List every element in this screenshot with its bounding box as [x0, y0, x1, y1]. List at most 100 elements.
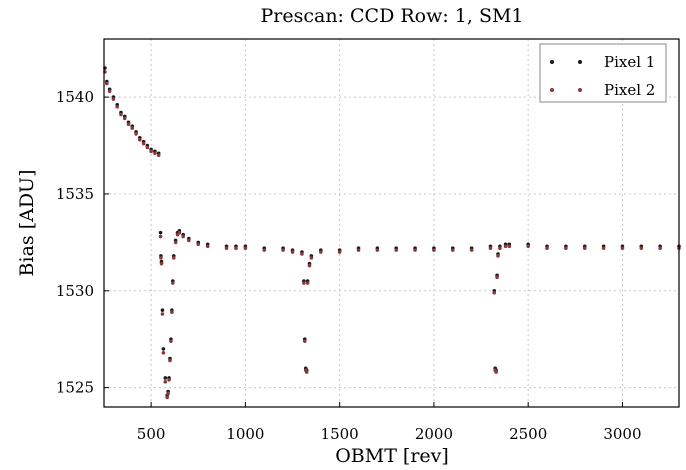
data-point: [432, 248, 436, 252]
data-point: [526, 244, 530, 249]
y-axis-ticks: 1525 1530 1535 1540: [56, 88, 109, 397]
y-tick-label: 1525: [56, 379, 94, 397]
data-point: [168, 358, 172, 363]
x-axis-ticks: 500 1000 1500 2000 2500 3000: [137, 402, 642, 443]
data-point: [413, 248, 417, 252]
data-point: [496, 254, 500, 258]
data-point: [161, 350, 166, 355]
data-point: [138, 137, 142, 142]
data-point: [159, 256, 163, 260]
data-point: [159, 261, 164, 266]
legend-label: Pixel 2: [604, 81, 655, 99]
series-1: [103, 66, 681, 398]
x-tick-label: 1500: [321, 425, 359, 443]
legend-marker: [550, 88, 554, 92]
data-point: [167, 378, 171, 382]
data-point: [304, 370, 309, 374]
legend-marker: [550, 60, 554, 64]
data-point: [119, 112, 123, 117]
data-point: [545, 246, 549, 250]
data-point: [601, 246, 606, 250]
data-point: [111, 97, 116, 101]
data-point: [134, 132, 138, 136]
y-tick-label: 1535: [56, 185, 94, 203]
legend: Pixel 1 Pixel 2: [539, 43, 667, 103]
data-point: [130, 126, 135, 130]
data-point: [469, 248, 474, 252]
data-point: [187, 238, 191, 243]
data-point: [564, 246, 568, 250]
data-point: [196, 242, 201, 247]
y-axis-label: Bias [ADU]: [16, 170, 38, 277]
data-point: [158, 234, 163, 239]
x-tick-label: 1000: [226, 425, 264, 443]
y-tick-label: 1540: [56, 88, 94, 106]
data-point: [582, 246, 587, 250]
data-point: [394, 248, 399, 252]
data-point: [492, 290, 497, 295]
data-point: [507, 244, 512, 249]
data-point: [488, 246, 493, 250]
chart-title: Prescan: CCD Row: 1, SM1: [260, 5, 523, 27]
x-tick-label: 2000: [415, 425, 453, 443]
data-point: [450, 248, 455, 252]
data-point: [170, 310, 174, 314]
data-point: [158, 230, 163, 235]
data-point: [495, 275, 499, 280]
data-point: [620, 246, 625, 250]
data-point: [309, 256, 314, 260]
data-point: [149, 149, 153, 154]
x-tick-label: 3000: [603, 425, 641, 443]
data-point: [107, 89, 112, 94]
data-point: [145, 145, 150, 150]
data-point: [165, 395, 169, 400]
data-point: [494, 370, 498, 374]
data-point: [290, 250, 295, 254]
legend-marker: [578, 60, 582, 64]
data-point: [300, 252, 304, 256]
data-point: [169, 339, 173, 343]
data-point: [262, 248, 267, 252]
data-point: [224, 246, 229, 250]
data-point: [375, 248, 380, 252]
data-point: [163, 380, 168, 384]
series-2: [103, 70, 681, 400]
data-point: [503, 244, 508, 249]
data-point: [307, 263, 312, 268]
data-point: [639, 246, 644, 250]
x-axis-label: OBMT [rev]: [335, 445, 449, 467]
x-tick-label: 500: [137, 425, 166, 443]
data-point: [302, 339, 307, 343]
data-point: [319, 250, 323, 254]
data-points: [103, 66, 681, 400]
data-point: [156, 153, 161, 158]
y-tick-label: 1530: [56, 282, 94, 300]
data-point: [205, 244, 210, 249]
data-point: [498, 246, 502, 250]
data-point: [173, 240, 178, 245]
grid: [104, 39, 679, 407]
x-tick-label: 2500: [509, 425, 547, 443]
data-point: [153, 151, 157, 156]
data-point: [126, 122, 131, 127]
data-point: [122, 116, 127, 121]
data-point: [281, 248, 285, 252]
data-point: [105, 81, 109, 86]
legend-marker: [578, 88, 582, 92]
data-point: [115, 104, 119, 109]
data-point: [234, 246, 238, 250]
data-point: [171, 281, 175, 285]
data-point: [305, 281, 310, 285]
data-point: [356, 248, 361, 252]
data-point: [243, 246, 248, 250]
data-point: [658, 246, 662, 250]
data-point: [177, 230, 182, 235]
data-point: [181, 234, 185, 239]
data-point: [161, 347, 166, 351]
data-point: [302, 281, 306, 285]
legend-label: Pixel 1: [604, 53, 655, 71]
data-point: [337, 250, 342, 254]
data-point: [141, 141, 146, 146]
data-point: [163, 376, 168, 380]
